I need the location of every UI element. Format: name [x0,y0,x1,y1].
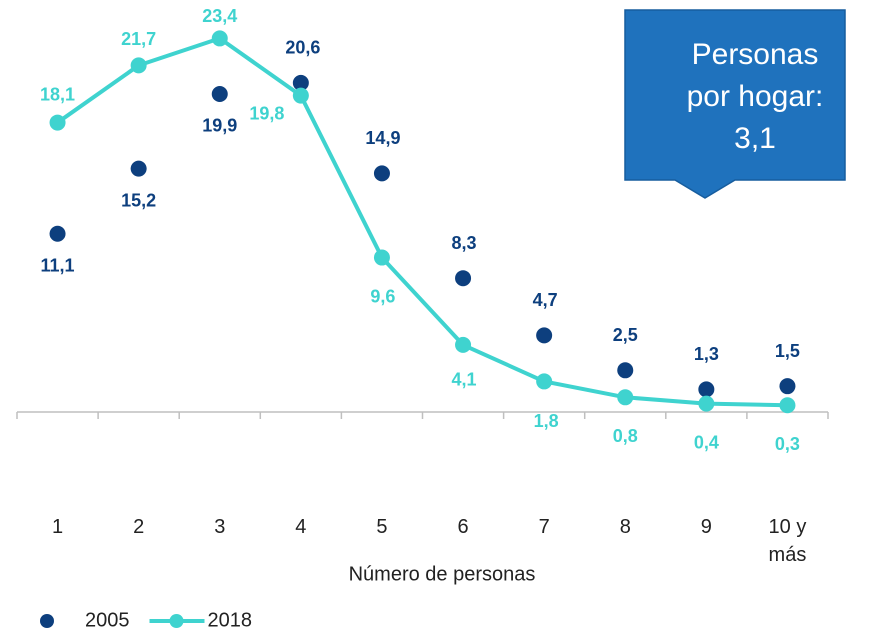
point [536,327,553,344]
line [56,36,788,408]
data-label: 15,2 [121,190,156,210]
data-label: 0,4 [694,432,719,452]
x-tick-label: 7 [538,516,550,538]
point [211,85,228,102]
data-label: 4,7 [533,290,558,310]
x-tick-label: 5 [376,516,388,538]
x-tick-label: 2 [133,516,145,538]
x-tick-label: 9 [700,516,712,538]
data-label: 0,8 [613,426,638,446]
point [292,87,309,104]
data-label: 1,5 [775,341,800,361]
point [130,57,147,74]
data-label: 19,9 [202,116,237,136]
point [779,378,796,395]
point [698,395,715,412]
data-label: 21,7 [121,29,156,49]
point [49,114,66,131]
point [211,30,228,47]
point [698,381,715,398]
legend-marker [169,614,184,628]
data-label: 14,9 [365,128,400,148]
point [617,389,634,406]
point [292,74,309,91]
annotation: Personas por hogar: 3,1 [686,38,824,155]
x-tick-label: 10 y más [768,516,807,566]
annotation-box [624,9,846,199]
point [130,160,147,177]
point [455,336,472,353]
point [49,225,66,242]
x-tick-label: 3 [214,516,226,538]
point [455,270,472,287]
data-label: 23,4 [202,6,237,26]
data-label: 20,6 [285,38,320,58]
x-tick-label: 8 [619,516,631,538]
x-tick-label: 6 [457,516,469,538]
point [536,373,553,390]
x-axis-title: Número de personas [349,563,536,585]
x-tick-label: 4 [295,516,307,538]
data-label: 9,6 [370,286,395,306]
data-label: 4,1 [452,370,477,390]
data-label: 19,8 [249,103,284,123]
x-tick-label: 1 [51,516,64,538]
data-label: 2,5 [613,325,638,345]
data-label: 1,3 [694,344,719,364]
data-label: 11,1 [41,255,75,275]
data-label: 1,8 [534,411,559,431]
point [373,249,390,266]
point [373,165,390,182]
data-label: 0,3 [775,434,800,454]
point [617,362,634,379]
data-label: 18,1 [40,84,75,104]
legend-marker [40,614,54,628]
legend-label: 2018 [208,609,253,631]
data-label: 8,3 [452,233,477,253]
legend-label: 2005 [85,609,130,631]
point [779,397,796,414]
